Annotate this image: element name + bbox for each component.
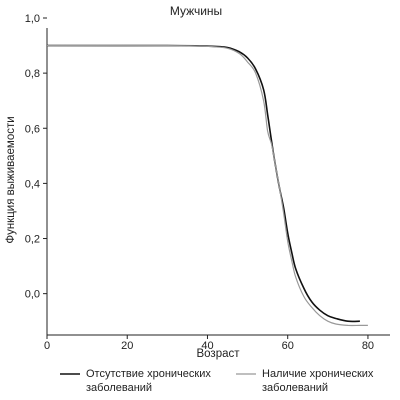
series-lines xyxy=(46,44,368,327)
x-axis-label: Возраст xyxy=(196,348,240,360)
y-tick-label: 0,8 xyxy=(25,68,40,80)
x-tick-label: 60 xyxy=(282,340,294,352)
x-tick-label: 20 xyxy=(121,340,133,352)
x-tick-label: 80 xyxy=(362,340,374,352)
y-tick-label: 1,0 xyxy=(25,13,40,25)
x-tick-label: 0 xyxy=(44,340,50,352)
series-line-no-chronic xyxy=(46,44,360,323)
legend-item-chronic: Наличие хронических заболеваний xyxy=(236,368,374,394)
y-tick-label: 0,4 xyxy=(25,178,40,190)
y-axis-label: Функция выживаемости xyxy=(5,116,17,243)
legend-label-line2: заболеваний xyxy=(262,382,328,394)
y-tick-label: 0,2 xyxy=(25,234,40,246)
legend-label-line1: Наличие хронических xyxy=(262,368,374,380)
series-line-chronic xyxy=(46,44,368,327)
y-tick-label: 0,6 xyxy=(25,123,40,135)
ticks: 0 20 40 60 80 0,0 0,2 0,4 0,6 0,8 1,0 xyxy=(25,13,374,352)
legend-item-no-chronic: Отсутствие хронических заболеваний xyxy=(60,368,211,394)
legend: Отсутствие хронических заболеваний Налич… xyxy=(60,368,374,394)
legend-label-line2: заболеваний xyxy=(86,382,152,394)
legend-label-line1: Отсутствие хронических xyxy=(86,368,211,380)
chart-title: Мужчины xyxy=(170,4,222,18)
y-tick-label: 0,0 xyxy=(25,289,40,301)
x-tick-label: 40 xyxy=(201,340,213,352)
plot-area: 0 20 40 60 80 0,0 0,2 0,4 0,6 0,8 1,0 xyxy=(25,13,390,352)
